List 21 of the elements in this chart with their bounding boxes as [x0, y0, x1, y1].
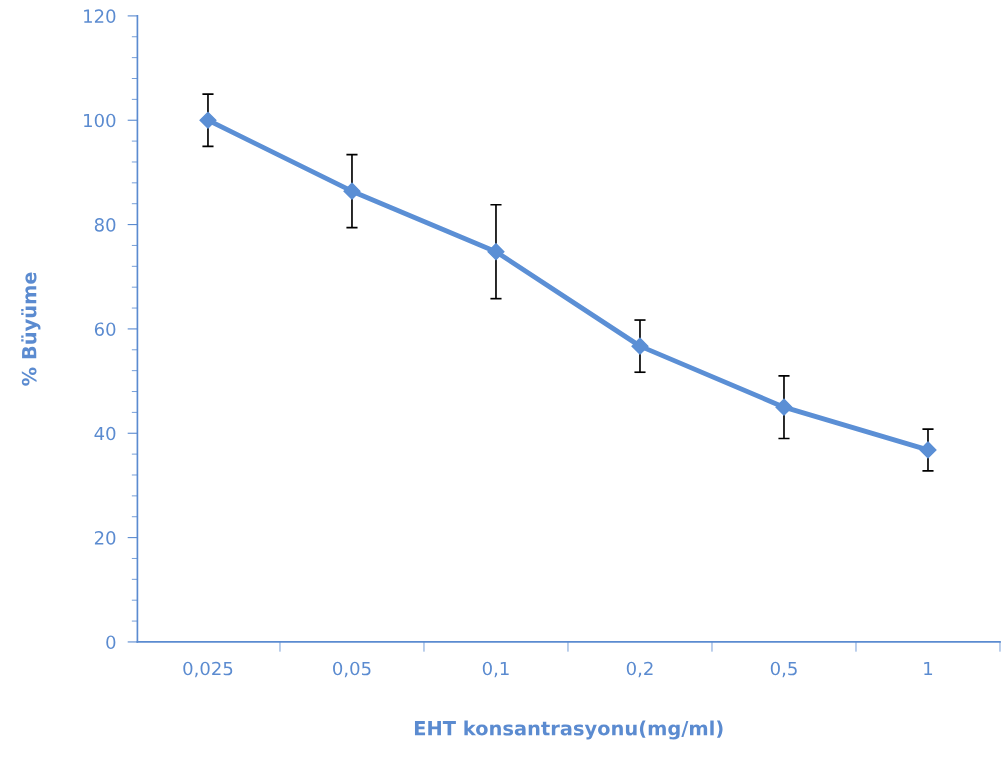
x-tick-label: 0,025: [183, 661, 233, 678]
x-tick-label: 0,05: [333, 661, 371, 678]
point: [631, 337, 649, 355]
x-tick-label: 0,1: [482, 661, 509, 678]
point: [919, 441, 937, 459]
y-tick-label: 40: [94, 426, 116, 441]
y-tick-label: 100: [84, 113, 116, 128]
y-tick-label: 0: [106, 635, 116, 650]
y-tick-label: 120: [84, 9, 116, 24]
point: [775, 398, 793, 416]
y-axis-title: % Büyüme: [21, 272, 41, 386]
point: [487, 243, 505, 261]
y-tick-label: 60: [94, 322, 116, 337]
x-tick-label: 0,5: [770, 661, 797, 678]
y-tick-label: 80: [94, 218, 116, 232]
y-tick-label: 20: [94, 531, 116, 545]
point: [343, 182, 361, 200]
x-axis-title: EHT konsantrasyonu(mg/ml): [414, 720, 723, 740]
x-tick-label: 1: [924, 661, 933, 676]
x-tick-label: 0,2: [626, 661, 653, 678]
point: [199, 111, 217, 129]
